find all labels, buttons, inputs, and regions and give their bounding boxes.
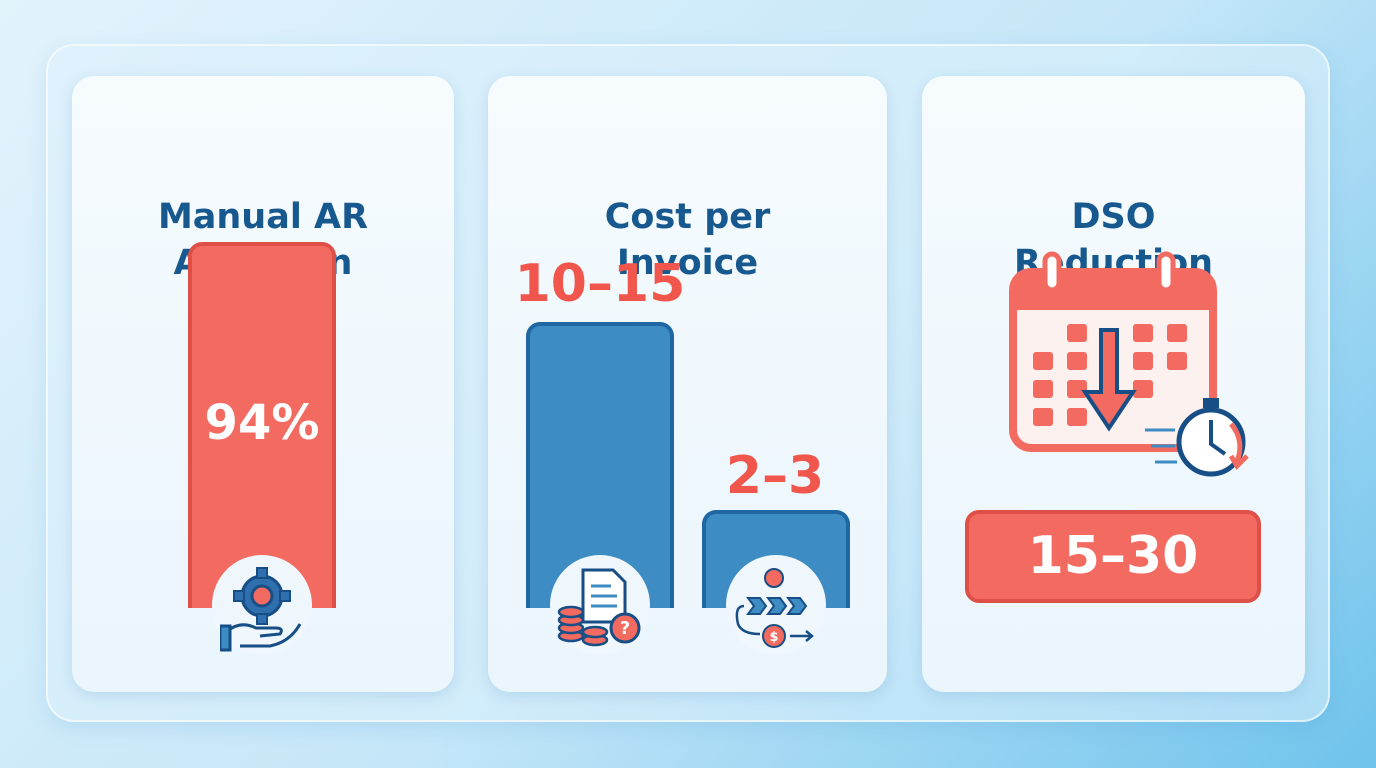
value-label: 2–3 [725,446,825,506]
svg-text:?: ? [620,618,630,639]
gear-hand-icon [220,567,302,652]
card-title: Cost per Invoice [488,194,887,286]
process-icon: $ [735,568,814,648]
value-label: 94% [204,395,320,451]
svg-text:$: $ [769,630,778,645]
title-line: Invoice [616,243,759,283]
value-pill [965,510,1261,603]
value-label: 15–30 [1027,526,1199,586]
value-label: 10–15 [514,254,686,314]
title-line: Manual AR [157,197,369,237]
bar [188,242,336,608]
title-line: DSO [1071,197,1156,237]
title-line: Cost per [604,197,771,237]
calendar-icon [1009,251,1249,477]
invoice-coins-icon: ? [557,568,641,647]
